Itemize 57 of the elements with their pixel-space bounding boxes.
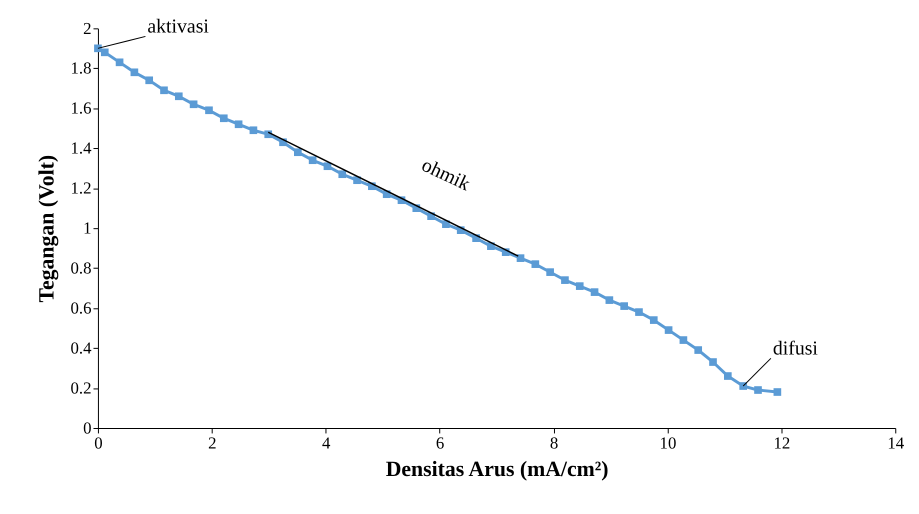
point: [650, 316, 658, 324]
x-tick-label: 10: [660, 433, 676, 452]
x-axis-title: Densitas Arus (mA/cm²): [386, 456, 608, 481]
x-tick-label: 2: [208, 433, 217, 452]
annotation: difusi: [772, 337, 818, 360]
point: [694, 346, 702, 354]
y-axis-title: Tegangan (Volt): [34, 154, 59, 302]
point: [116, 58, 124, 66]
point: [680, 336, 688, 344]
y-tick-label: 0.8: [70, 258, 92, 278]
point: [774, 388, 782, 396]
point: [620, 302, 628, 310]
x-tick-label: 6: [436, 433, 444, 452]
y-tick-label: 1.2: [70, 178, 92, 198]
point: [635, 308, 643, 316]
y-tick-label: 2: [83, 18, 92, 38]
annotation: ohmik: [418, 154, 474, 196]
point: [324, 162, 332, 170]
point: [338, 170, 346, 178]
y-tick-label: 1.8: [70, 58, 92, 78]
point: [100, 48, 109, 56]
y-tick-label: 1: [83, 218, 92, 238]
point: [130, 68, 138, 76]
point: [606, 296, 614, 304]
point: [308, 156, 316, 164]
point: [294, 148, 302, 156]
y-tick-label: 0: [83, 418, 92, 438]
x-tick-label: 4: [322, 433, 332, 452]
point: [590, 288, 598, 296]
point: [353, 176, 361, 184]
y-tick-label: 0.4: [70, 338, 92, 358]
point: [546, 268, 554, 276]
y-tick-label: 1.6: [70, 98, 92, 118]
point: [739, 382, 748, 390]
point: [205, 106, 213, 114]
point: [724, 372, 732, 380]
point: [250, 126, 258, 134]
y-tick-label: 1.4: [70, 138, 92, 158]
point: [145, 76, 154, 84]
point: [234, 120, 242, 128]
point: [531, 260, 540, 268]
point: [561, 276, 569, 284]
point: [576, 282, 584, 290]
x-tick-label: 8: [550, 433, 558, 452]
point: [516, 254, 524, 262]
annotation: aktivasi: [147, 15, 210, 38]
point: [160, 86, 168, 94]
point: [664, 326, 672, 334]
point: [754, 386, 762, 394]
x-tick-label: 14: [887, 433, 905, 452]
x-tick-label: 12: [773, 433, 790, 452]
point: [220, 114, 228, 122]
y-tick-label: 0.6: [70, 298, 92, 318]
y-tick-label: 0.2: [70, 378, 92, 398]
point: [174, 92, 183, 100]
point: [709, 358, 717, 366]
point: [190, 100, 198, 108]
